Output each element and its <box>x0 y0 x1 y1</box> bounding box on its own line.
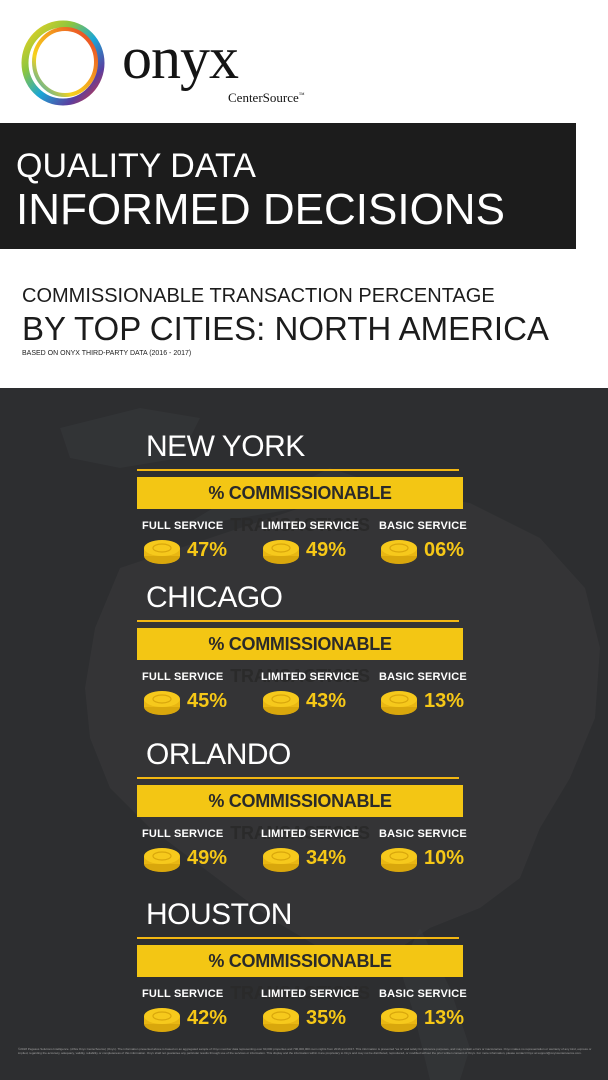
coin-stack-icon <box>381 1008 417 1032</box>
service-stat: LIMITED SERVICE 43% <box>261 671 381 719</box>
city-block: CHICAGO % COMMISSIONABLE TRANSACTIONS FULL… <box>137 581 467 715</box>
coin-stack-icon <box>381 691 417 715</box>
service-percentage: 43% <box>306 690 347 712</box>
city-block: NEW YORK % COMMISSIONABLE TRANSACTIONS FUL… <box>137 430 467 564</box>
footer-disclaimer: ©2018 Pegasus Solutions Intelligence. (d… <box>18 1047 592 1055</box>
service-label: FULL SERVICE <box>142 828 224 840</box>
service-label: LIMITED SERVICE <box>261 520 360 532</box>
service-stat: FULL SERVICE 42% <box>142 988 262 1036</box>
coin-stack-icon <box>263 540 299 564</box>
city-underline <box>137 620 459 622</box>
coin-stack-icon <box>263 691 299 715</box>
city-underline <box>137 777 459 779</box>
service-stat: BASIC SERVICE 13% <box>379 671 499 719</box>
service-stat: BASIC SERVICE 13% <box>379 988 499 1036</box>
city-underline <box>137 469 459 471</box>
service-stat: FULL SERVICE 45% <box>142 671 262 719</box>
header-banner <box>0 123 576 249</box>
service-percentage: 06% <box>424 539 465 561</box>
service-label: FULL SERVICE <box>142 671 224 683</box>
service-percentage: 49% <box>306 539 347 561</box>
commissionable-transactions-bar: % COMMISSIONABLE TRANSACTIONS <box>137 785 463 843</box>
service-label: LIMITED SERVICE <box>261 671 360 683</box>
coin-stack-icon <box>144 1008 180 1032</box>
city-block: ORLANDO % COMMISSIONABLE TRANSACTIONS FULL… <box>137 738 467 872</box>
service-label: LIMITED SERVICE <box>261 988 360 1000</box>
service-label: BASIC SERVICE <box>379 828 467 840</box>
service-percentage: 10% <box>424 847 465 869</box>
service-stat: BASIC SERVICE 10% <box>379 828 499 876</box>
title-line-2: BY TOP CITIES: NORTH AMERICA <box>22 310 549 347</box>
onyx-ring-logo-icon <box>21 20 105 106</box>
service-stat: LIMITED SERVICE 34% <box>261 828 381 876</box>
coin-stack-icon <box>144 540 180 564</box>
coin-stack-icon <box>144 691 180 715</box>
service-stat: BASIC SERVICE 06% <box>379 520 499 568</box>
commissionable-transactions-bar: % COMMISSIONABLE TRANSACTIONS <box>137 945 463 1003</box>
service-stat: LIMITED SERVICE 35% <box>261 988 381 1036</box>
title-line-1: COMMISSIONABLE TRANSACTION PERCENTAGE <box>22 285 495 307</box>
service-label: FULL SERVICE <box>142 520 224 532</box>
coin-stack-icon <box>263 1008 299 1032</box>
coin-stack-icon <box>144 848 180 872</box>
commissionable-transactions-bar: % COMMISSIONABLE TRANSACTIONS <box>137 628 463 686</box>
coin-stack-icon <box>263 848 299 872</box>
banner-line-1: QUALITY DATA <box>16 147 256 185</box>
service-label: BASIC SERVICE <box>379 520 467 532</box>
city-name: HOUSTON <box>146 898 292 931</box>
city-name: CHICAGO <box>146 581 283 614</box>
title-source-note: BASED ON ONYX THIRD-PARTY DATA (2016 - 2… <box>22 350 192 357</box>
service-stat: LIMITED SERVICE 49% <box>261 520 381 568</box>
service-stat: FULL SERVICE 47% <box>142 520 262 568</box>
service-stat: FULL SERVICE 49% <box>142 828 262 876</box>
brand-subtitle: CenterSource™ <box>228 90 305 105</box>
service-percentage: 45% <box>187 690 228 712</box>
service-percentage: 13% <box>424 1007 465 1029</box>
service-label: BASIC SERVICE <box>379 671 467 683</box>
service-percentage: 47% <box>187 539 228 561</box>
commissionable-transactions-bar: % COMMISSIONABLE TRANSACTIONS <box>137 477 463 535</box>
service-percentage: 34% <box>306 847 347 869</box>
banner-line-2: INFORMED DECISIONS <box>16 185 505 234</box>
coin-stack-icon <box>381 540 417 564</box>
coin-stack-icon <box>381 848 417 872</box>
service-percentage: 49% <box>187 847 228 869</box>
city-name: ORLANDO <box>146 738 291 771</box>
service-percentage: 42% <box>187 1007 228 1029</box>
city-block: HOUSTON % COMMISSIONABLE TRANSACTIONS FULL… <box>137 898 467 1032</box>
brand-wordmark: onyx <box>122 25 239 91</box>
city-name: NEW YORK <box>146 430 305 463</box>
north-america-map-icon <box>60 408 600 1080</box>
service-percentage: 35% <box>306 1007 347 1029</box>
city-underline <box>137 937 459 939</box>
service-label: BASIC SERVICE <box>379 988 467 1000</box>
service-label: LIMITED SERVICE <box>261 828 360 840</box>
service-label: FULL SERVICE <box>142 988 224 1000</box>
service-percentage: 13% <box>424 690 465 712</box>
